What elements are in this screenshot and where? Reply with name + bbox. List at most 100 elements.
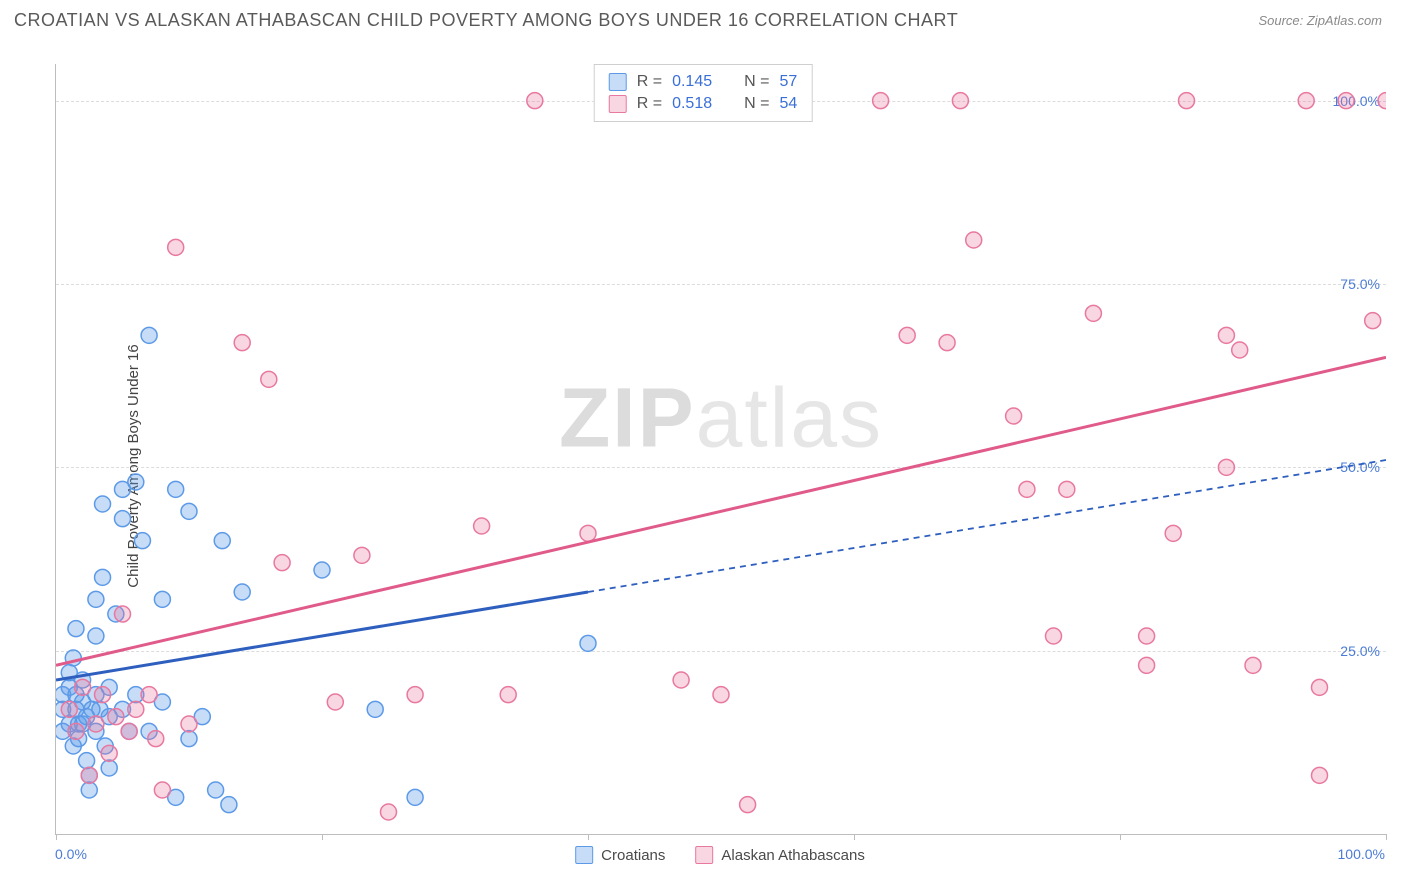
legend-item-croatians: Croatians [575, 846, 665, 864]
data-point [81, 767, 97, 783]
plot-area: ZIPatlas 25.0%50.0%75.0%100.0% [55, 64, 1386, 835]
data-point [1378, 93, 1386, 109]
n-label: N = [744, 95, 769, 113]
data-point [1046, 628, 1062, 644]
data-point [95, 569, 111, 585]
data-point [580, 525, 596, 541]
data-point [95, 496, 111, 512]
data-point [154, 782, 170, 798]
data-point [713, 687, 729, 703]
data-point [1245, 657, 1261, 673]
data-point [1365, 313, 1381, 329]
data-point [899, 327, 915, 343]
data-point [1312, 767, 1328, 783]
data-point [181, 503, 197, 519]
x-tick [1120, 834, 1121, 840]
r-value-athabascans: 0.518 [672, 95, 712, 113]
legend-item-athabascans: Alaskan Athabascans [695, 846, 864, 864]
data-point [1338, 93, 1354, 109]
n-value-athabascans: 54 [779, 95, 797, 113]
data-point [1218, 459, 1234, 475]
data-point [128, 474, 144, 490]
r-value-croatians: 0.145 [672, 73, 712, 91]
data-point [108, 709, 124, 725]
data-point [381, 804, 397, 820]
data-point [208, 782, 224, 798]
data-point [673, 672, 689, 688]
data-point [88, 628, 104, 644]
data-point [939, 335, 955, 351]
data-point [234, 584, 250, 600]
data-point [154, 591, 170, 607]
legend-label-croatians: Croatians [601, 847, 665, 864]
data-point [68, 723, 84, 739]
data-point [873, 93, 889, 109]
x-axis-labels: 0.0% Croatians Alaskan Athabascans 100.0… [55, 846, 1385, 876]
chart-title: CROATIAN VS ALASKAN ATHABASCAN CHILD POV… [14, 10, 958, 31]
data-point [367, 701, 383, 717]
chart-header: CROATIAN VS ALASKAN ATHABASCAN CHILD POV… [0, 0, 1406, 37]
data-point [221, 797, 237, 813]
data-point [407, 789, 423, 805]
data-point [68, 621, 84, 637]
x-axis-max-label: 100.0% [1338, 846, 1385, 862]
x-tick [588, 834, 589, 840]
data-point [1165, 525, 1181, 541]
data-point [115, 511, 131, 527]
data-point [1019, 481, 1035, 497]
data-point [314, 562, 330, 578]
data-point [1218, 327, 1234, 343]
data-point [128, 701, 144, 717]
data-point [181, 716, 197, 732]
data-point [527, 93, 543, 109]
data-point [580, 635, 596, 651]
data-point [354, 547, 370, 563]
data-point [327, 694, 343, 710]
data-point [966, 232, 982, 248]
data-point [1298, 93, 1314, 109]
data-point [101, 745, 117, 761]
data-point [1059, 481, 1075, 497]
r-label: R = [637, 73, 662, 91]
x-tick [1386, 834, 1387, 840]
data-point [181, 731, 197, 747]
data-point [88, 591, 104, 607]
data-point [88, 716, 104, 732]
data-point [740, 797, 756, 813]
data-point [141, 687, 157, 703]
source-attribution: Source: ZipAtlas.com [1258, 13, 1382, 28]
series-legend: Croatians Alaskan Athabascans [575, 846, 865, 864]
swatch-blue-icon [575, 846, 593, 864]
legend-label-athabascans: Alaskan Athabascans [721, 847, 864, 864]
chart-container: Child Poverty Among Boys Under 16 R = 0.… [0, 40, 1406, 892]
data-point [134, 533, 150, 549]
data-point [95, 687, 111, 703]
data-point [148, 731, 164, 747]
data-point [81, 782, 97, 798]
data-point [168, 481, 184, 497]
stats-row-croatians: R = 0.145 N = 57 [609, 71, 798, 93]
data-point [234, 335, 250, 351]
plot-svg [56, 64, 1386, 834]
data-point [79, 753, 95, 769]
data-point [1139, 628, 1155, 644]
trend-line [56, 357, 1386, 665]
data-point [1312, 679, 1328, 695]
data-point [1139, 657, 1155, 673]
n-value-croatians: 57 [779, 73, 797, 91]
data-point [141, 327, 157, 343]
data-point [1179, 93, 1195, 109]
x-tick [56, 834, 57, 840]
data-point [474, 518, 490, 534]
swatch-pink-icon [695, 846, 713, 864]
data-point [952, 93, 968, 109]
x-axis-min-label: 0.0% [55, 846, 87, 862]
data-point [75, 679, 91, 695]
swatch-blue-icon [609, 73, 627, 91]
data-point [214, 533, 230, 549]
data-point [61, 701, 77, 717]
stats-row-athabascans: R = 0.518 N = 54 [609, 93, 798, 115]
x-tick [322, 834, 323, 840]
data-point [1232, 342, 1248, 358]
trend-line-extension [588, 460, 1386, 592]
